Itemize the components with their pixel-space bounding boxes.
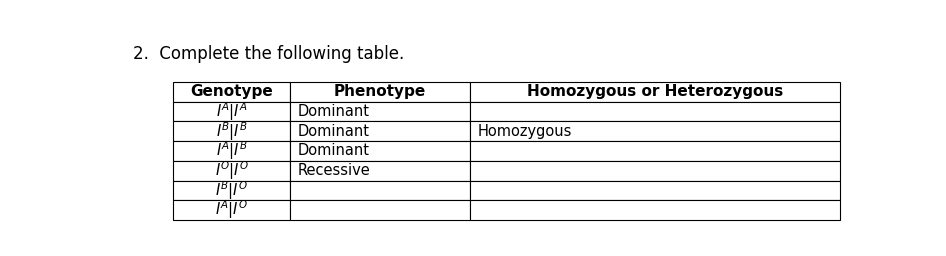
Text: 2.  Complete the following table.: 2. Complete the following table. [132, 45, 404, 62]
Text: $I^{B}|I^{O}$: $I^{B}|I^{O}$ [215, 179, 248, 202]
Bar [470, 180, 840, 200]
Text: Dominant: Dominant [297, 143, 369, 158]
Text: Homozygous: Homozygous [478, 124, 571, 139]
Bar [470, 141, 840, 161]
Bar [290, 180, 470, 200]
Text: Dominant: Dominant [297, 104, 369, 119]
Text: Genotype: Genotype [190, 84, 273, 99]
Bar [290, 102, 470, 121]
Bar [470, 200, 840, 220]
Bar [173, 141, 290, 161]
Text: $I^{A}|I^{B}$: $I^{A}|I^{B}$ [216, 140, 248, 162]
Bar [470, 121, 840, 141]
Bar [173, 180, 290, 200]
Bar [290, 200, 470, 220]
Bar [290, 161, 470, 180]
Bar [173, 102, 290, 121]
Text: $I^{B}|I^{B}$: $I^{B}|I^{B}$ [216, 120, 248, 143]
Bar [470, 82, 840, 102]
Text: Phenotype: Phenotype [334, 84, 427, 99]
Bar [470, 161, 840, 180]
Bar [290, 141, 470, 161]
Text: $I^{A}|I^{A}$: $I^{A}|I^{A}$ [216, 100, 248, 123]
Bar [173, 200, 290, 220]
Text: Homozygous or Heterozygous: Homozygous or Heterozygous [527, 84, 783, 99]
Text: $I^{O}|I^{O}$: $I^{O}|I^{O}$ [215, 159, 249, 182]
Bar [290, 121, 470, 141]
Text: Recessive: Recessive [297, 163, 370, 178]
Bar [290, 82, 470, 102]
Text: $I^{A}|I^{O}$: $I^{A}|I^{O}$ [215, 199, 248, 221]
Bar [173, 82, 290, 102]
Bar [173, 121, 290, 141]
Bar [470, 102, 840, 121]
Bar [173, 161, 290, 180]
Text: Dominant: Dominant [297, 124, 369, 139]
